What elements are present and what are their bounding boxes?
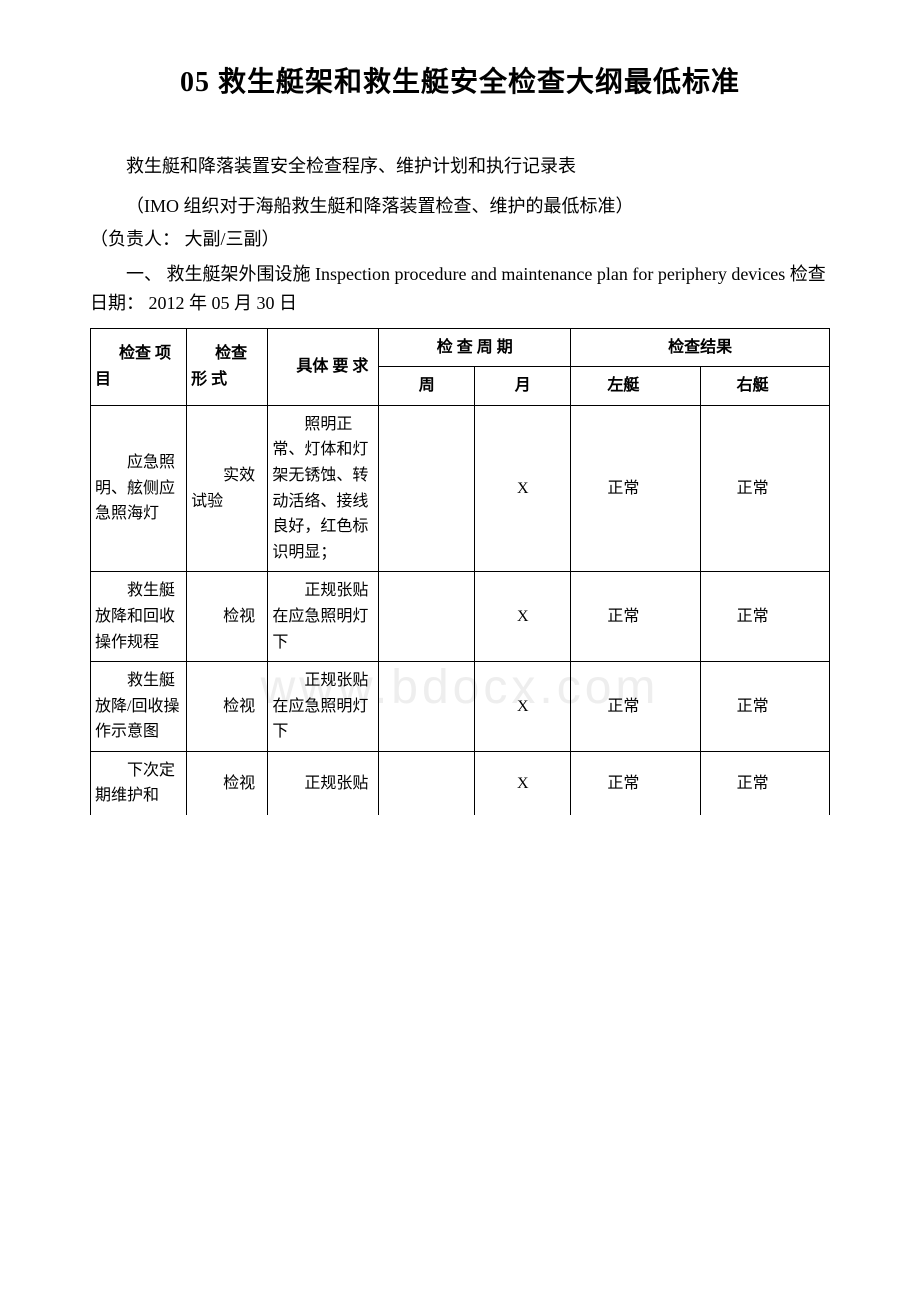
table-row: 救生艇放降和回收操作规程 检视 正规张贴在应急照明灯下 X 正常 正常 <box>91 572 830 662</box>
col-header-month: 月 <box>475 367 571 406</box>
cell-item: 下次定期维护和 <box>91 751 187 815</box>
cell-left: 正常 <box>571 662 700 752</box>
cell-requirement: 照明正常、灯体和灯架无锈蚀、转动活络、接线良好，红色标识明显； <box>268 405 379 572</box>
cell-month: X <box>475 572 571 662</box>
document-content: 05 救生艇架和救生艇安全检查大纲最低标准 救生艇和降落装置安全检查程序、维护计… <box>90 60 830 815</box>
cell-left: 正常 <box>571 751 700 815</box>
cell-week <box>379 751 475 815</box>
col-header-result-group: 检查结果 <box>571 328 830 367</box>
col-header-method: 检查 形 式 <box>187 328 268 405</box>
cell-item: 应急照明、舷侧应急照海灯 <box>91 405 187 572</box>
cell-right: 正常 <box>700 572 829 662</box>
col-header-left: 左艇 <box>571 367 700 406</box>
table-row: 救生艇放降/回收操作示意图 检视 正规张贴在应急照明灯下 X 正常 正常 <box>91 662 830 752</box>
cell-right: 正常 <box>700 662 829 752</box>
cell-requirement: 正规张贴 <box>268 751 379 815</box>
cell-requirement: 正规张贴在应急照明灯下 <box>268 662 379 752</box>
col-header-right: 右艇 <box>700 367 829 406</box>
note-line-1: （IMO 组织对于海船救生艇和降落装置检查、维护的最低标准） <box>90 192 830 221</box>
cell-method: 检视 <box>187 751 268 815</box>
cell-month: X <box>475 751 571 815</box>
table-row: 下次定期维护和 检视 正规张贴 X 正常 正常 <box>91 751 830 815</box>
cell-method: 实效试验 <box>187 405 268 572</box>
cell-left: 正常 <box>571 405 700 572</box>
cell-right: 正常 <box>700 751 829 815</box>
cell-month: X <box>475 405 571 572</box>
cell-week <box>379 405 475 572</box>
cell-left: 正常 <box>571 572 700 662</box>
cell-month: X <box>475 662 571 752</box>
cell-week <box>379 572 475 662</box>
inspection-table: 检查 项 目 检查 形 式 具体 要 求 检 查 周 期 检查结果 周 月 左艇… <box>90 328 830 816</box>
cell-week <box>379 662 475 752</box>
subtitle: 救生艇和降落装置安全检查程序、维护计划和执行记录表 <box>90 150 830 182</box>
table-row: 应急照明、舷侧应急照海灯 实效试验 照明正常、灯体和灯架无锈蚀、转动活络、接线良… <box>91 405 830 572</box>
cell-method: 检视 <box>187 572 268 662</box>
section-heading: 一、 救生艇架外围设施 Inspection procedure and mai… <box>90 260 830 318</box>
table-header-row-1: 检查 项 目 检查 形 式 具体 要 求 检 查 周 期 检查结果 <box>91 328 830 367</box>
cell-right: 正常 <box>700 405 829 572</box>
col-header-period-group: 检 查 周 期 <box>379 328 571 367</box>
col-header-item: 检查 项 目 <box>91 328 187 405</box>
cell-method: 检视 <box>187 662 268 752</box>
col-header-week: 周 <box>379 367 475 406</box>
cell-requirement: 正规张贴在应急照明灯下 <box>268 572 379 662</box>
col-header-requirement: 具体 要 求 <box>268 328 379 405</box>
cell-item: 救生艇放降/回收操作示意图 <box>91 662 187 752</box>
note-line-2: （负责人： 大副/三副） <box>90 225 830 254</box>
cell-item: 救生艇放降和回收操作规程 <box>91 572 187 662</box>
page-title: 05 救生艇架和救生艇安全检查大纲最低标准 <box>90 60 830 100</box>
